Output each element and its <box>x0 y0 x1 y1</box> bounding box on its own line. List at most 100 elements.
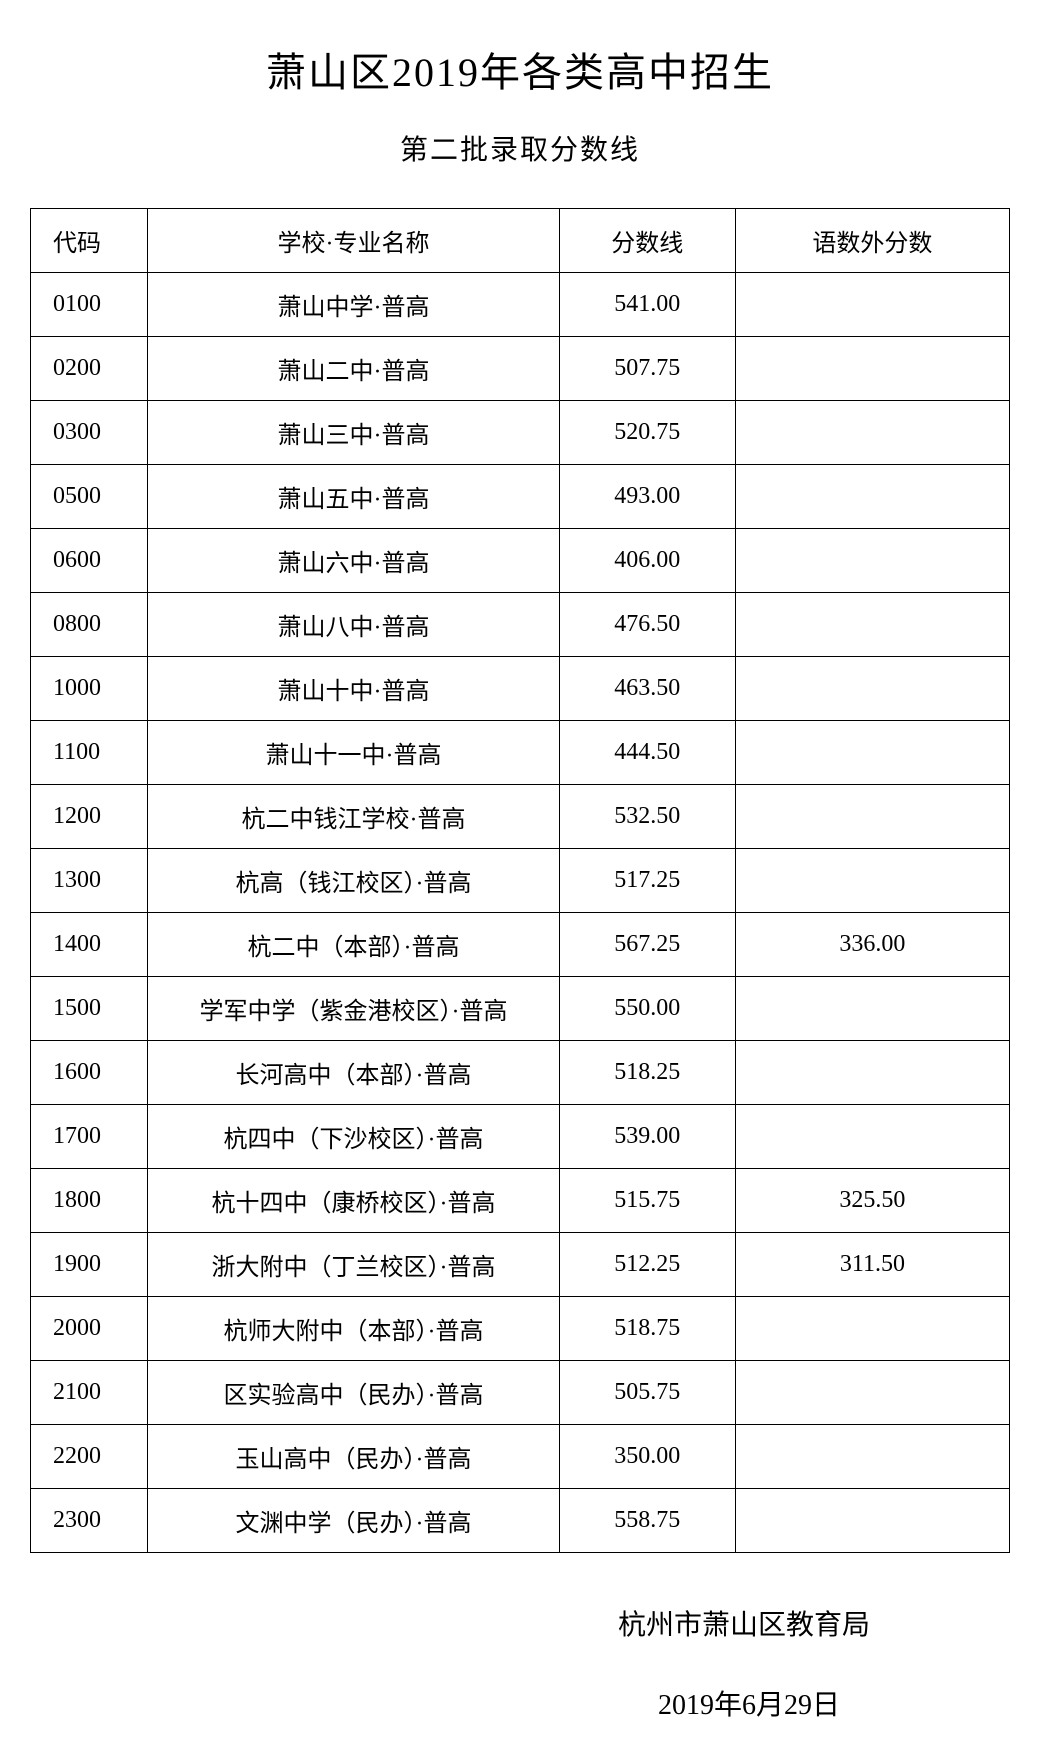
header-name: 学校·专业名称 <box>148 209 559 273</box>
footer-organization: 杭州市萧山区教育局 <box>30 1603 870 1643</box>
cell-name: 杭四中（下沙校区）·普高 <box>148 1105 559 1169</box>
cell-code: 1200 <box>31 785 148 849</box>
cell-code: 2200 <box>31 1425 148 1489</box>
cell-subject-score <box>735 401 1009 465</box>
footer-date: 2019年6月29日 <box>30 1683 870 1723</box>
table-row: 0100萧山中学·普高541.00 <box>31 273 1010 337</box>
cell-score: 512.25 <box>559 1233 735 1297</box>
cell-score: 515.75 <box>559 1169 735 1233</box>
cell-name: 萧山三中·普高 <box>148 401 559 465</box>
cell-name: 学军中学（紫金港校区）·普高 <box>148 977 559 1041</box>
cell-name: 玉山高中（民办）·普高 <box>148 1425 559 1489</box>
cell-subject-score: 311.50 <box>735 1233 1009 1297</box>
cell-code: 1800 <box>31 1169 148 1233</box>
cell-name: 杭高（钱江校区）·普高 <box>148 849 559 913</box>
cell-name: 萧山五中·普高 <box>148 465 559 529</box>
cell-name: 杭师大附中（本部）·普高 <box>148 1297 559 1361</box>
table-row: 2000杭师大附中（本部）·普高518.75 <box>31 1297 1010 1361</box>
cell-subject-score <box>735 337 1009 401</box>
table-row: 0200萧山二中·普高507.75 <box>31 337 1010 401</box>
cell-code: 2000 <box>31 1297 148 1361</box>
cell-code: 1700 <box>31 1105 148 1169</box>
cell-code: 2100 <box>31 1361 148 1425</box>
cell-subject-score <box>735 1297 1009 1361</box>
cell-code: 1900 <box>31 1233 148 1297</box>
table-body: 0100萧山中学·普高541.000200萧山二中·普高507.750300萧山… <box>31 273 1010 1553</box>
table-row: 1900浙大附中（丁兰校区）·普高512.25311.50 <box>31 1233 1010 1297</box>
table-row: 2100区实验高中（民办）·普高505.75 <box>31 1361 1010 1425</box>
cell-score: 463.50 <box>559 657 735 721</box>
cell-subject-score <box>735 1489 1009 1553</box>
table-row: 1600长河高中（本部）·普高518.25 <box>31 1041 1010 1105</box>
cell-score: 350.00 <box>559 1425 735 1489</box>
cell-name: 杭二中（本部）·普高 <box>148 913 559 977</box>
table-row: 1300杭高（钱江校区）·普高517.25 <box>31 849 1010 913</box>
cell-subject-score <box>735 465 1009 529</box>
cell-score: 518.75 <box>559 1297 735 1361</box>
page-subtitle: 第二批录取分数线 <box>30 128 1010 168</box>
cell-subject-score: 336.00 <box>735 913 1009 977</box>
cell-name: 萧山中学·普高 <box>148 273 559 337</box>
cell-score: 539.00 <box>559 1105 735 1169</box>
cell-score: 550.00 <box>559 977 735 1041</box>
cell-score: 532.50 <box>559 785 735 849</box>
cell-subject-score <box>735 977 1009 1041</box>
cell-subject-score <box>735 1041 1009 1105</box>
cell-subject-score <box>735 657 1009 721</box>
page-title: 萧山区2019年各类高中招生 <box>30 40 1010 98</box>
cell-code: 1400 <box>31 913 148 977</box>
cell-name: 杭二中钱江学校·普高 <box>148 785 559 849</box>
cell-subject-score <box>735 1105 1009 1169</box>
cell-code: 0500 <box>31 465 148 529</box>
cell-code: 0800 <box>31 593 148 657</box>
table-header-row: 代码 学校·专业名称 分数线 语数外分数 <box>31 209 1010 273</box>
table-row: 1000萧山十中·普高463.50 <box>31 657 1010 721</box>
cell-name: 萧山六中·普高 <box>148 529 559 593</box>
table-row: 1100萧山十一中·普高444.50 <box>31 721 1010 785</box>
cell-subject-score <box>735 1425 1009 1489</box>
cell-score: 520.75 <box>559 401 735 465</box>
table-row: 1700杭四中（下沙校区）·普高539.00 <box>31 1105 1010 1169</box>
cell-code: 0300 <box>31 401 148 465</box>
cell-name: 萧山十一中·普高 <box>148 721 559 785</box>
cell-code: 1600 <box>31 1041 148 1105</box>
header-code: 代码 <box>31 209 148 273</box>
table-row: 2200玉山高中（民办）·普高350.00 <box>31 1425 1010 1489</box>
cell-score: 558.75 <box>559 1489 735 1553</box>
cell-subject-score <box>735 1361 1009 1425</box>
table-row: 1500学军中学（紫金港校区）·普高550.00 <box>31 977 1010 1041</box>
score-table: 代码 学校·专业名称 分数线 语数外分数 0100萧山中学·普高541.0002… <box>30 208 1010 1553</box>
cell-code: 1000 <box>31 657 148 721</box>
cell-code: 2300 <box>31 1489 148 1553</box>
cell-score: 517.25 <box>559 849 735 913</box>
cell-code: 0600 <box>31 529 148 593</box>
cell-score: 567.25 <box>559 913 735 977</box>
cell-code: 1100 <box>31 721 148 785</box>
cell-code: 1300 <box>31 849 148 913</box>
cell-name: 浙大附中（丁兰校区）·普高 <box>148 1233 559 1297</box>
cell-name: 萧山十中·普高 <box>148 657 559 721</box>
cell-subject-score <box>735 273 1009 337</box>
cell-subject-score <box>735 593 1009 657</box>
cell-subject-score <box>735 785 1009 849</box>
cell-subject-score <box>735 721 1009 785</box>
cell-code: 1500 <box>31 977 148 1041</box>
cell-score: 518.25 <box>559 1041 735 1105</box>
cell-name: 文渊中学（民办）·普高 <box>148 1489 559 1553</box>
cell-name: 区实验高中（民办）·普高 <box>148 1361 559 1425</box>
table-row: 0500萧山五中·普高493.00 <box>31 465 1010 529</box>
cell-score: 505.75 <box>559 1361 735 1425</box>
cell-score: 493.00 <box>559 465 735 529</box>
header-subject-score: 语数外分数 <box>735 209 1009 273</box>
footer: 杭州市萧山区教育局 2019年6月29日 <box>30 1603 1010 1723</box>
cell-subject-score: 325.50 <box>735 1169 1009 1233</box>
cell-name: 杭十四中（康桥校区）·普高 <box>148 1169 559 1233</box>
table-row: 0600萧山六中·普高406.00 <box>31 529 1010 593</box>
table-row: 0800萧山八中·普高476.50 <box>31 593 1010 657</box>
table-row: 1400杭二中（本部）·普高567.25336.00 <box>31 913 1010 977</box>
cell-name: 长河高中（本部）·普高 <box>148 1041 559 1105</box>
header-score: 分数线 <box>559 209 735 273</box>
table-row: 0300萧山三中·普高520.75 <box>31 401 1010 465</box>
table-row: 2300文渊中学（民办）·普高558.75 <box>31 1489 1010 1553</box>
cell-code: 0200 <box>31 337 148 401</box>
